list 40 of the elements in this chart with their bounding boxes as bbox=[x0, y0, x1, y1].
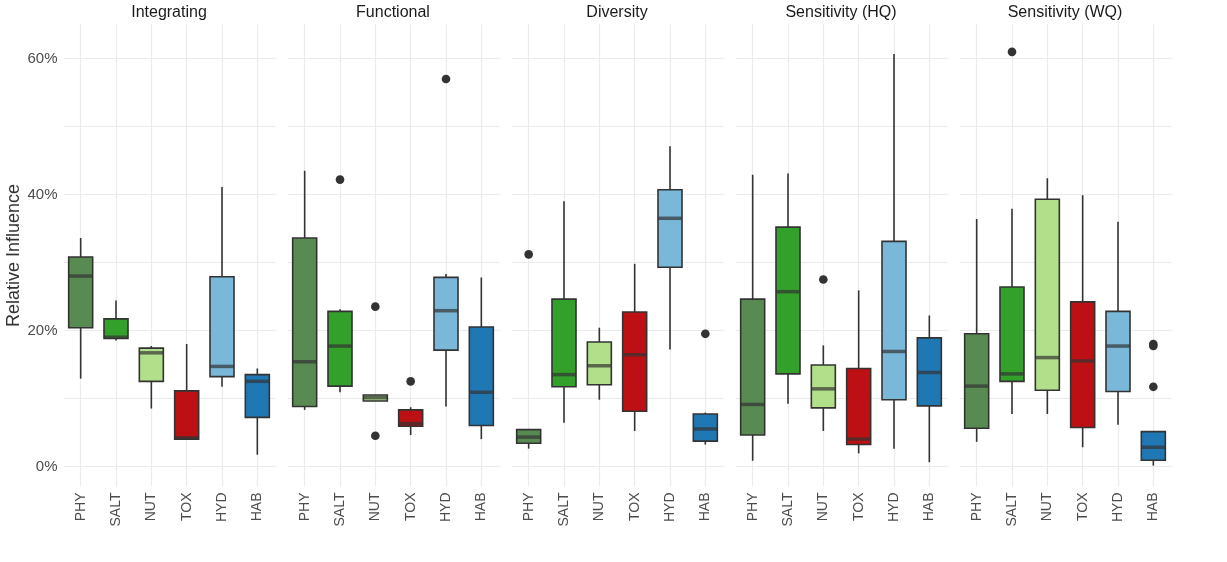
x-tick-label: SALT bbox=[1003, 492, 1019, 527]
x-tick-label: HAB bbox=[920, 492, 937, 522]
x-tick-label: NUT bbox=[1038, 492, 1055, 522]
x-tick-label: HYD bbox=[437, 492, 453, 523]
x-tick-label: NUT bbox=[366, 492, 383, 522]
x-tick-label: PHY bbox=[71, 491, 88, 522]
y-tick-label: 40% bbox=[27, 185, 58, 203]
chart-title: Integrating bbox=[131, 3, 207, 20]
x-tick-label: NUT bbox=[814, 492, 831, 522]
x-tick-label: TOX bbox=[177, 491, 194, 522]
chart-title: Diversity bbox=[586, 3, 648, 20]
x-tick-label: PHY bbox=[295, 491, 312, 522]
x-tick-label: HYD bbox=[885, 492, 901, 523]
y-axis-title: Relative Influence bbox=[3, 183, 24, 328]
x-tick-label: PHY bbox=[743, 491, 760, 522]
x-tick-label: HYD bbox=[661, 492, 677, 523]
x-tick-label: HAB bbox=[1144, 492, 1161, 522]
x-tick-label: PHY bbox=[519, 491, 536, 522]
y-tick-label: 0% bbox=[35, 457, 58, 475]
chart-title: Sensitivity (HQ) bbox=[785, 3, 897, 20]
x-tick-label: SALT bbox=[555, 492, 571, 527]
x-tick-label: HAB bbox=[696, 492, 713, 522]
y-tick-label: 60% bbox=[27, 49, 58, 67]
x-tick-label: NUT bbox=[590, 492, 607, 522]
x-tick-label: TOX bbox=[1073, 491, 1090, 522]
x-tick-label: SALT bbox=[107, 492, 123, 527]
x-tick-label: PHY bbox=[967, 491, 984, 522]
y-tick-label: 20% bbox=[27, 321, 58, 339]
x-tick-label: TOX bbox=[401, 491, 418, 522]
x-tick-label: HYD bbox=[1109, 492, 1125, 523]
x-tick-label: TOX bbox=[849, 491, 866, 522]
x-tick-label: HAB bbox=[472, 492, 489, 522]
x-tick-label: NUT bbox=[142, 492, 159, 522]
x-tick-label: SALT bbox=[779, 492, 795, 527]
x-tick-label: HAB bbox=[248, 492, 265, 522]
chart-title: Sensitivity (WQ) bbox=[1007, 3, 1123, 20]
x-tick-label: SALT bbox=[331, 492, 347, 527]
chart-title: Functional bbox=[356, 3, 430, 20]
x-tick-label: TOX bbox=[625, 491, 642, 522]
x-tick-label: HYD bbox=[213, 492, 229, 523]
